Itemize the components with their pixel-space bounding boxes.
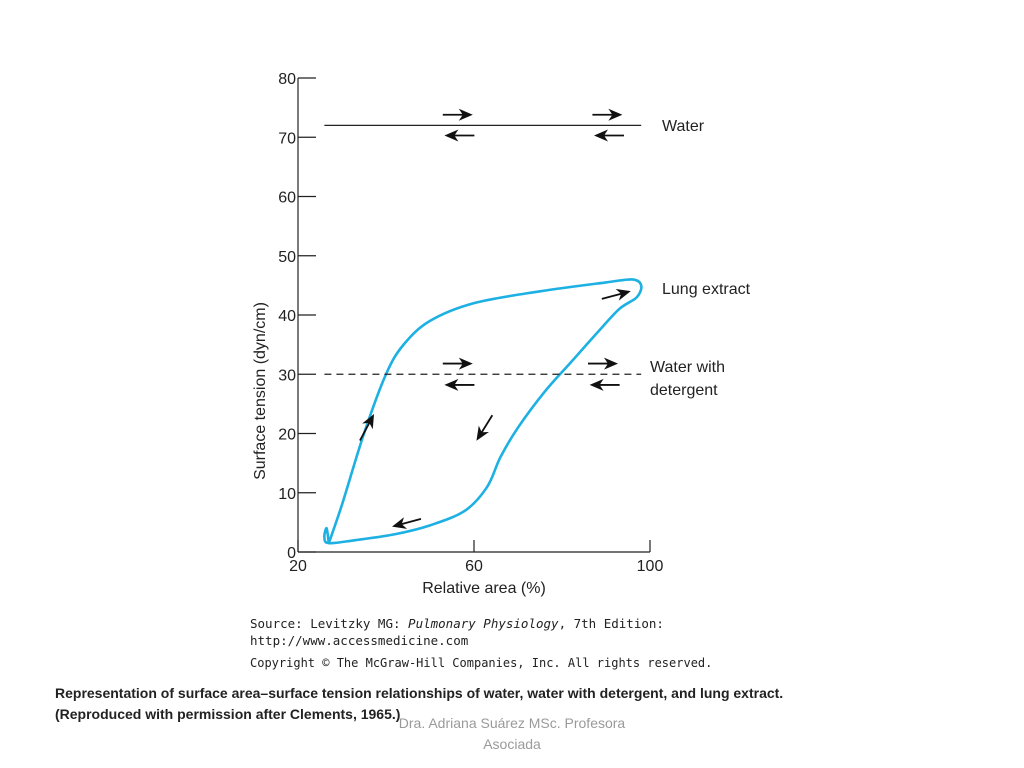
x-tick-label: 20 xyxy=(289,558,307,575)
arrow-water-right xyxy=(592,108,623,121)
label-lung-extract: Lung extract xyxy=(662,281,751,298)
label-water-with-detergent-line2: detergent xyxy=(650,382,718,399)
x-tick-label: 100 xyxy=(637,558,664,575)
arrow-head xyxy=(444,378,459,391)
y-axis-title: Surface tension (dyn/cm) xyxy=(252,302,269,480)
arrow-head xyxy=(392,517,408,529)
arrow-lung-inflate xyxy=(359,414,375,441)
y-tick-label: 30 xyxy=(278,367,296,384)
arrow-lung-compress xyxy=(392,517,422,529)
arrow-detergent-left xyxy=(589,378,620,391)
chart-axes: 0 10 20 30 40 50 60 70 80 20 60 100 Relative area (%… xyxy=(252,71,663,597)
y-tick-label: 20 xyxy=(278,427,296,444)
chart-series xyxy=(323,124,643,545)
y-tick-label: 50 xyxy=(278,249,296,266)
footer-line1: Dra. Adriana Suárez MSc. Profesora xyxy=(398,715,626,731)
footer-line2: Asociada xyxy=(483,736,541,752)
arrow-lung-deflate xyxy=(476,414,494,441)
y-tick-label: 80 xyxy=(278,71,296,88)
source-suffix: , 7th Edition: xyxy=(558,616,664,631)
figure-caption: Representation of surface area–surface t… xyxy=(55,683,955,725)
arrow-water-left xyxy=(594,129,624,142)
label-water-with-detergent-line1: Water with xyxy=(650,359,725,376)
y-tick-label: 0 xyxy=(287,545,296,562)
y-tick-label: 10 xyxy=(278,486,296,503)
arrow-water-right xyxy=(442,108,473,121)
source-url: http://www.accessmedicine.com xyxy=(250,633,469,648)
arrow-head xyxy=(594,129,608,142)
source-citation: Source: Levitzky MG: Pulmonary Physiolog… xyxy=(250,615,712,672)
series-lung-extract xyxy=(323,278,643,545)
copyright-text: Copyright © The McGraw-Hill Companies, I… xyxy=(250,656,713,670)
arrow-detergent-left xyxy=(444,378,475,391)
x-tick-label: 60 xyxy=(465,558,483,575)
source-prefix: Source: Levitzky MG: xyxy=(250,616,409,631)
arrow-head xyxy=(458,108,473,121)
arrow-head xyxy=(444,129,459,142)
y-tick-label: 70 xyxy=(278,130,296,147)
arrow-detergent-right xyxy=(442,357,473,370)
label-water: Water xyxy=(662,118,705,135)
x-axis-title: Relative area (%) xyxy=(422,580,546,597)
arrow-head xyxy=(476,425,489,441)
source-line: Source: Levitzky MG: Pulmonary Physiolog… xyxy=(250,615,712,632)
arrow-lung-expand xyxy=(601,288,631,301)
slide-footer: Dra. Adriana Suárez MSc. Profesora Asoci… xyxy=(362,713,662,755)
arrow-head xyxy=(608,108,623,121)
source-book: Pulmonary Physiology xyxy=(408,616,559,631)
arrow-head xyxy=(589,378,604,391)
caption-line2: (Reproduced with permission after Clemen… xyxy=(55,706,401,722)
direction-arrows xyxy=(359,108,631,529)
arrow-head xyxy=(362,414,375,430)
arrow-head xyxy=(458,357,473,370)
y-tick-label: 60 xyxy=(278,190,296,207)
y-tick-label: 40 xyxy=(278,308,296,325)
chart-area: 0 10 20 30 40 50 60 70 80 20 60 100 Relative area (%… xyxy=(252,71,751,597)
arrow-head xyxy=(615,288,631,301)
caption-line1: Representation of surface area–surface t… xyxy=(55,685,784,701)
arrow-head xyxy=(604,357,618,370)
arrow-water-left xyxy=(444,129,475,142)
arrow-shaft xyxy=(601,291,626,300)
arrow-detergent-right xyxy=(588,357,618,370)
